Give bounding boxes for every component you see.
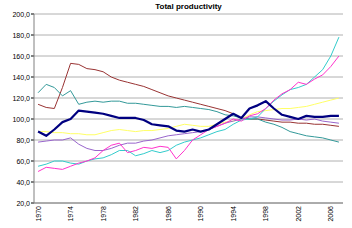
series-line	[38, 56, 339, 172]
chart: Total productivity 20,0 40,0 60,0 80,0 100,0 1…	[0, 0, 352, 228]
grid-line	[34, 35, 343, 36]
series-line	[38, 98, 339, 135]
grid-line	[34, 98, 343, 99]
grid-line	[34, 14, 343, 15]
grid-line	[34, 56, 343, 57]
y-tick-label: 100,0	[12, 116, 30, 123]
x-tick-label: 2002	[295, 206, 302, 222]
y-tick-label: 140,0	[12, 74, 30, 81]
y-tick-label: 60,0	[16, 158, 30, 165]
y-axis	[34, 14, 35, 203]
x-tick-label: 1978	[100, 206, 107, 222]
x-tick-label: 1990	[197, 206, 204, 222]
y-tick-label: 160,0	[12, 53, 30, 60]
grid-line	[34, 161, 343, 162]
x-tick-label: 1986	[165, 206, 172, 222]
x-tick-label: 1982	[132, 206, 139, 222]
grid-line	[34, 77, 343, 78]
y-tick-label: 180,0	[12, 32, 30, 39]
series-line	[38, 37, 339, 166]
y-tick-label: 40,0	[16, 179, 30, 186]
grid-line	[34, 140, 343, 141]
x-axis	[34, 203, 343, 204]
y-tick-label: 20,0	[16, 200, 30, 207]
y-tick-label: 200,0	[12, 11, 30, 18]
y-tick-label: 120,0	[12, 95, 30, 102]
x-tick-label: 1998	[262, 206, 269, 222]
series-line	[38, 101, 339, 136]
y-tick-label: 80,0	[16, 137, 30, 144]
grid-line	[34, 182, 343, 183]
x-tick-label: 2006	[327, 206, 334, 222]
x-tick-label: 1970	[35, 206, 42, 222]
plot-area	[38, 37, 339, 171]
x-tick-label: 1994	[230, 206, 237, 222]
x-tick-label: 1974	[67, 206, 74, 222]
grid-line	[34, 203, 343, 204]
title: Total productivity	[155, 2, 222, 11]
